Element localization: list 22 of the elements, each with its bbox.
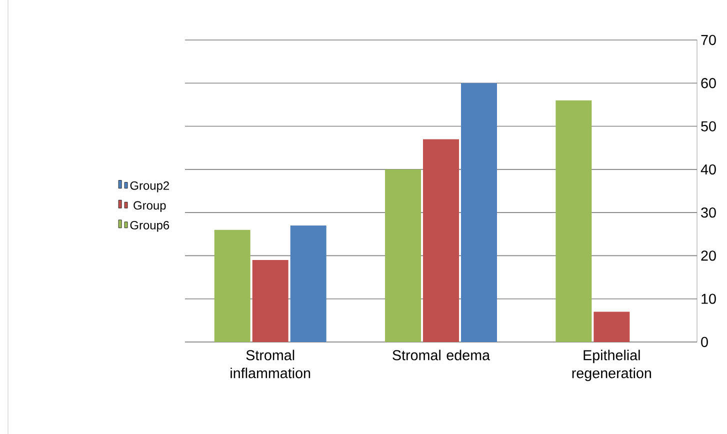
legend-label: Group2	[130, 181, 169, 192]
bar	[461, 83, 497, 342]
x-tick-label: Stromal edema	[392, 350, 490, 360]
y-tick-label: 0	[701, 336, 708, 348]
y-tick-label: 20	[701, 250, 716, 261]
bar	[252, 260, 288, 342]
y-tick-label: 50	[701, 121, 716, 132]
y-tick-label: 10	[702, 294, 716, 304]
bar	[594, 312, 630, 342]
y-tick-label: 70	[701, 34, 716, 46]
x-tick-label: Epithelial regeneration	[572, 350, 652, 382]
legend-label: Group	[134, 201, 166, 212]
x-tick-label: Stromal inflammation	[230, 350, 310, 378]
bar	[423, 139, 460, 342]
y-tick-label: 40	[700, 164, 716, 174]
y-tick-label: 60	[701, 78, 716, 88]
bar	[385, 169, 422, 342]
bar	[556, 100, 592, 342]
y-tick-label: 30	[701, 207, 716, 218]
bar	[214, 230, 250, 342]
bar	[290, 226, 326, 342]
legend-label: Group6	[130, 220, 170, 232]
